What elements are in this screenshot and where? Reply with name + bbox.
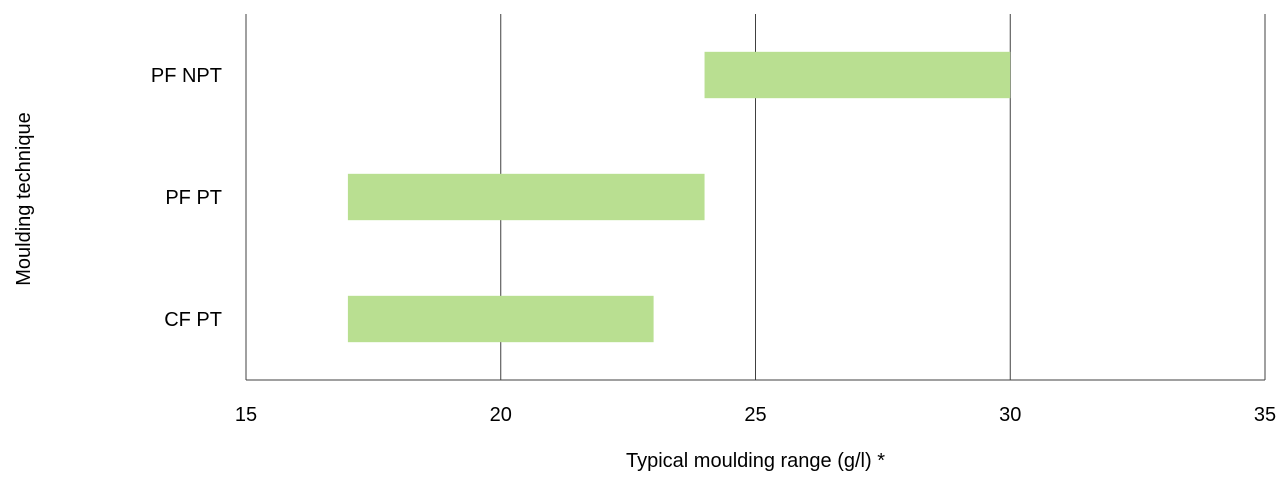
x-tick-label: 30 (999, 404, 1021, 426)
range-bar (347, 173, 705, 221)
range-bar (347, 295, 654, 343)
range-bar (704, 51, 1011, 99)
y-axis-title: Moulding technique (13, 112, 35, 285)
x-axis-title: Typical moulding range (g/l) * (626, 450, 885, 472)
axes (245, 14, 1265, 381)
category-label: CF PT (164, 309, 222, 331)
labels: 15 20 25 30 35 PF NPT PF PT CF PT (151, 65, 1276, 426)
x-tick-label: 35 (1254, 404, 1276, 426)
x-tick-label: 25 (744, 404, 766, 426)
category-label: PF NPT (151, 65, 222, 87)
bars (347, 51, 1011, 343)
x-tick-label: 20 (490, 404, 512, 426)
category-label: PF PT (165, 187, 222, 209)
x-tick-label: 15 (235, 404, 257, 426)
